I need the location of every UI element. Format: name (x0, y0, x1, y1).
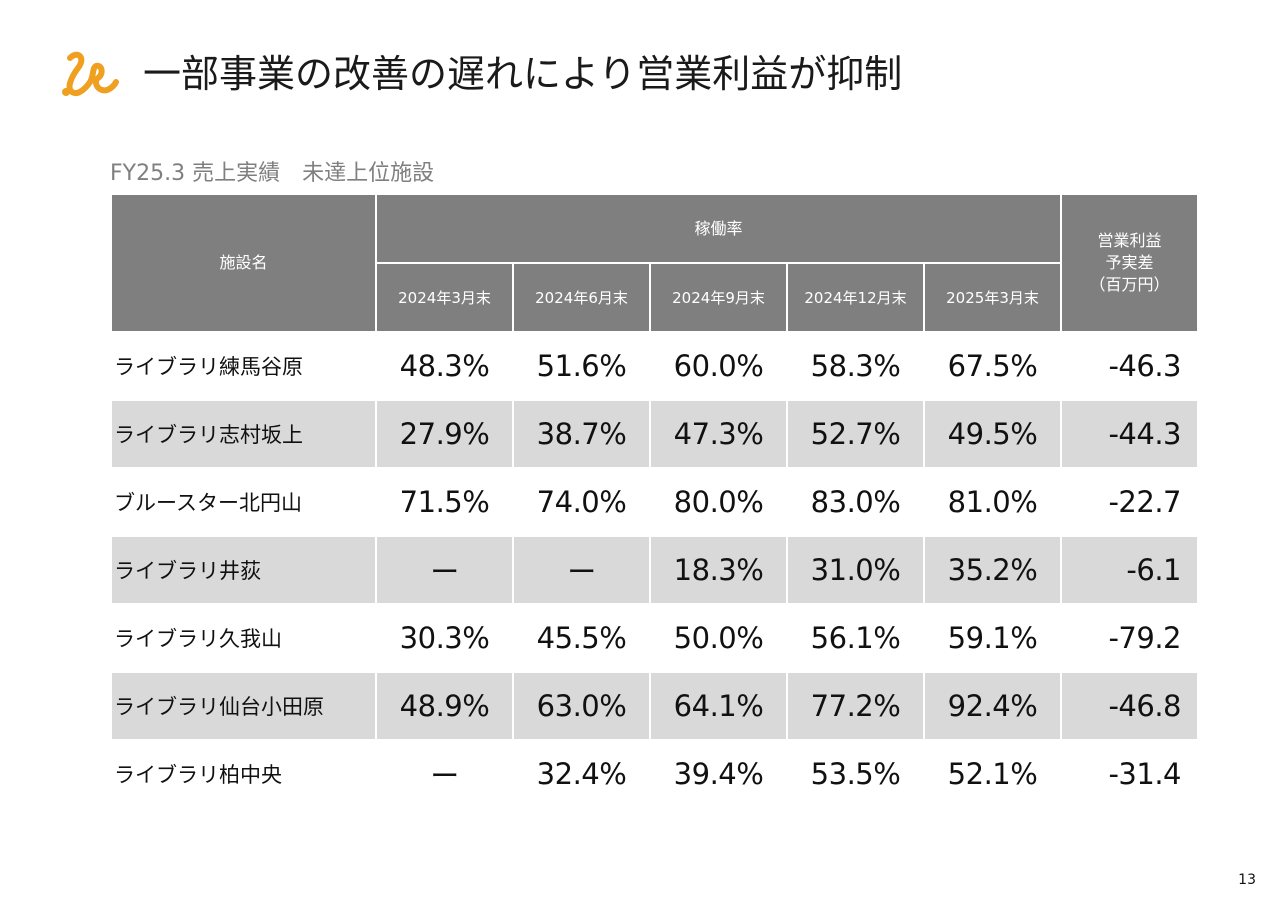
occupancy-value: 50.0% (649, 603, 788, 673)
profit-variance-value: -79.2 (1060, 603, 1197, 673)
occupancy-value: 60.0% (649, 331, 788, 401)
page-number: 13 (1238, 872, 1256, 888)
header-period: 2024年9月末 (649, 262, 788, 333)
occupancy-value: 83.0% (786, 467, 925, 537)
profit-variance-value: -44.3 (1060, 399, 1197, 469)
profit-variance-value: -22.7 (1060, 467, 1197, 537)
occupancy-value: 63.0% (512, 671, 651, 741)
occupancy-value: 31.0% (786, 535, 925, 605)
occupancy-value: 48.3% (375, 331, 514, 401)
header-facility-name: 施設名 (112, 193, 377, 333)
profit-variance-value: -6.1 (1060, 535, 1197, 605)
occupancy-value: 74.0% (512, 467, 651, 537)
occupancy-value: ー (512, 535, 651, 605)
occupancy-value: 32.4% (512, 739, 651, 809)
facility-name: ライブラリ柏中央 (112, 739, 377, 809)
occupancy-value: 77.2% (786, 671, 925, 741)
occupancy-value: 18.3% (649, 535, 788, 605)
facility-name: ライブラリ仙台小田原 (112, 671, 377, 741)
section-subtitle: FY25.3 売上実績 未達上位施設 (110, 161, 435, 186)
profit-variance-value: -46.3 (1060, 331, 1197, 401)
occupancy-value: 47.3% (649, 399, 788, 469)
occupancy-value: 38.7% (512, 399, 651, 469)
occupancy-value: 81.0% (923, 467, 1062, 537)
header-period: 2024年3月末 (375, 262, 514, 333)
facility-name: ライブラリ井荻 (112, 535, 377, 605)
occupancy-value: 27.9% (375, 399, 514, 469)
page-title: 一部事業の改善の遅れにより営業利益が抑制 (143, 52, 903, 96)
occupancy-value: 49.5% (923, 399, 1062, 469)
occupancy-value: 92.4% (923, 671, 1062, 741)
occupancy-value: 53.5% (786, 739, 925, 809)
occupancy-value: 64.1% (649, 671, 788, 741)
header-period: 2025年3月末 (923, 262, 1062, 333)
table-row: ライブラリ練馬谷原 48.3% 51.6% 60.0% 58.3% 67.5% … (112, 331, 1197, 401)
occupancy-value: 35.2% (923, 535, 1062, 605)
table-row: ライブラリ志村坂上 27.9% 38.7% 47.3% 52.7% 49.5% … (112, 399, 1197, 469)
occupancy-value: 71.5% (375, 467, 514, 537)
table-row: ライブラリ仙台小田原 48.9% 63.0% 64.1% 77.2% 92.4%… (112, 671, 1197, 741)
header-operating-profit-variance: 営業利益 予実差 （百万円） (1060, 193, 1197, 333)
occupancy-value: 30.3% (375, 603, 514, 673)
profit-variance-value: -31.4 (1060, 739, 1197, 809)
table-row: ライブラリ久我山 30.3% 45.5% 50.0% 56.1% 59.1% -… (112, 603, 1197, 673)
occupancy-value: 51.6% (512, 331, 651, 401)
header-profit-line3: （百万円） (1089, 275, 1170, 294)
header-period: 2024年6月末 (512, 262, 651, 333)
header-profit-line1: 営業利益 (1097, 231, 1162, 250)
table-row: ライブラリ柏中央 ー 32.4% 39.4% 53.5% 52.1% -31.4 (112, 739, 1197, 809)
table-row: ブルースター北円山 71.5% 74.0% 80.0% 83.0% 81.0% … (112, 467, 1197, 537)
occupancy-value: 67.5% (923, 331, 1062, 401)
facility-name: ライブラリ志村坂上 (112, 399, 377, 469)
occupancy-value: 59.1% (923, 603, 1062, 673)
header-period: 2024年12月末 (786, 262, 925, 333)
occupancy-value: ー (375, 535, 514, 605)
occupancy-value: 56.1% (786, 603, 925, 673)
occupancy-value: 80.0% (649, 467, 788, 537)
header-occupancy-rate: 稼働率 (375, 193, 1062, 264)
facility-name: ライブラリ久我山 (112, 603, 377, 673)
header-profit-line2: 予実差 (1105, 253, 1154, 272)
occupancy-value: 48.9% (375, 671, 514, 741)
occupancy-value: 52.1% (923, 739, 1062, 809)
profit-variance-value: -46.8 (1060, 671, 1197, 741)
occupancy-value: 58.3% (786, 331, 925, 401)
facility-name: ライブラリ練馬谷原 (112, 331, 377, 401)
occupancy-value: ー (375, 739, 514, 809)
table-row: ライブラリ井荻 ー ー 18.3% 31.0% 35.2% -6.1 (112, 535, 1197, 605)
facility-name: ブルースター北円山 (112, 467, 377, 537)
orange-swirl-logo-icon (62, 51, 119, 96)
occupancy-value: 45.5% (512, 603, 651, 673)
occupancy-table: 施設名 稼働率 営業利益 予実差 （百万円） 2024年3月末 2024年6月末… (112, 193, 1197, 809)
occupancy-value: 39.4% (649, 739, 788, 809)
occupancy-value: 52.7% (786, 399, 925, 469)
